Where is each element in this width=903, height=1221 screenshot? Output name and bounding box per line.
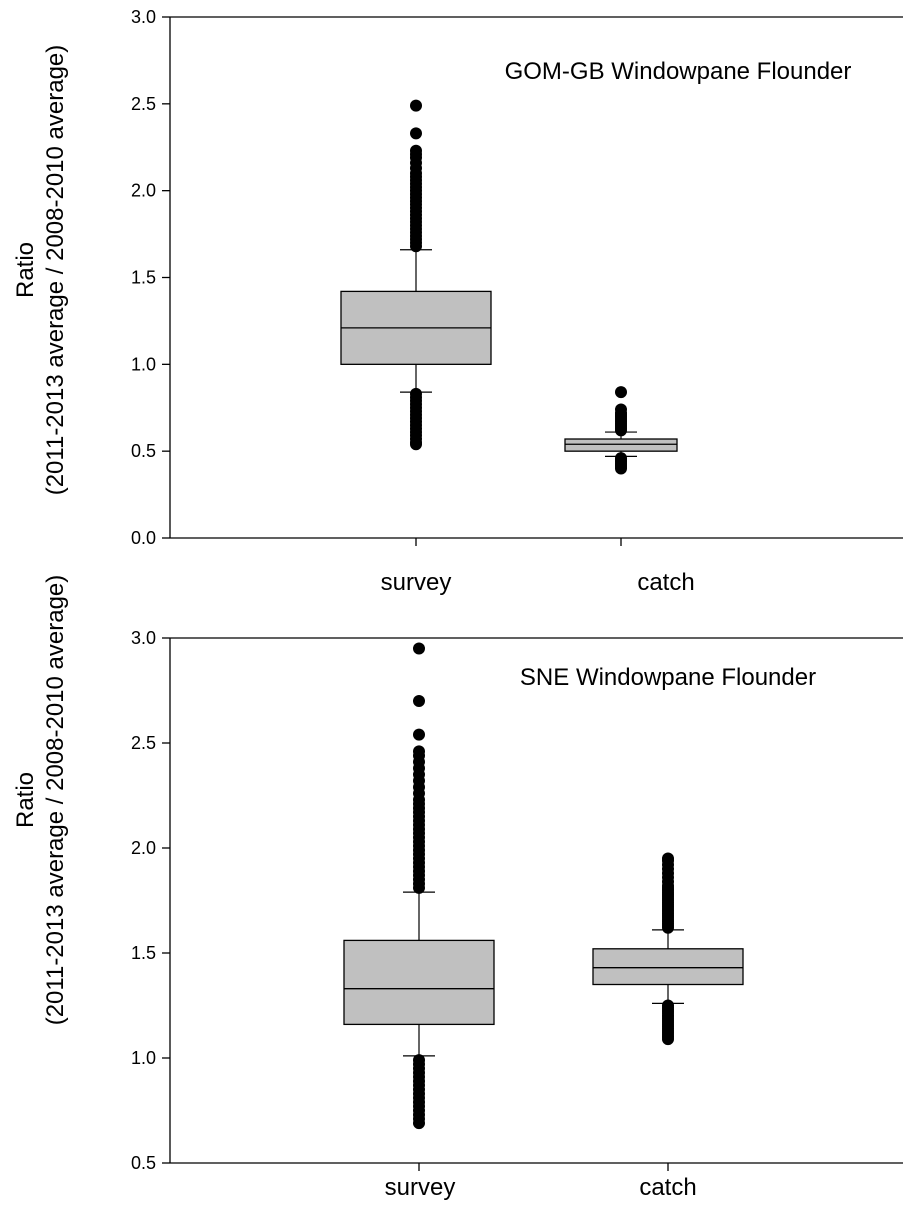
y-tick-label: 2.5 (131, 733, 156, 753)
outlier-point (410, 127, 422, 140)
box-catch (564, 386, 678, 475)
y-axis-label-line2: (2011-2013 average / 2008-2010 average) (42, 45, 69, 496)
outlier-point (413, 642, 425, 655)
outlier-point (413, 1054, 425, 1067)
y-tick-label: 1.5 (131, 943, 156, 963)
outlier-point (662, 852, 674, 865)
plot-area: 0.0 0.5 1.0 1.5 2.0 2.5 3.0 (131, 7, 903, 548)
outlier-point (413, 728, 425, 741)
y-tick-label: 3.0 (131, 628, 156, 648)
y-axis-label-line1: Ratio (12, 242, 39, 298)
x-tick-label-catch: catch (639, 1174, 696, 1201)
panel-gom-gb: GOM-GB Windowpane Flounder Ratio (2011-2… (12, 7, 903, 596)
x-tick-label-survey: survey (381, 569, 452, 596)
y-axis-label-line1: Ratio (12, 772, 39, 828)
outlier-point (662, 999, 674, 1012)
box-body (343, 939, 495, 1026)
chart-title: GOM-GB Windowpane Flounder (505, 58, 852, 85)
y-tick-label: 0.5 (131, 441, 156, 461)
y-tick-label: 1.0 (131, 354, 156, 374)
outlier-point (410, 99, 422, 112)
y-tick-label: 0.0 (131, 528, 156, 548)
outlier-point (410, 144, 422, 157)
y-tick-label: 2.0 (131, 181, 156, 201)
outlier-point (615, 452, 627, 465)
y-tick-label: 2.5 (131, 94, 156, 114)
y-tick-label: 1.5 (131, 268, 156, 288)
plot-area: 0.5 1.0 1.5 2.0 2.5 3.0 (131, 628, 903, 1173)
y-tick-label: 3.0 (131, 7, 156, 27)
box-body (592, 948, 744, 986)
box-survey (343, 642, 495, 1130)
y-tick-label: 2.0 (131, 838, 156, 858)
box-catch (592, 852, 744, 1046)
outlier-point (615, 386, 627, 399)
chart-title: SNE Windowpane Flounder (520, 664, 816, 691)
box-body (564, 438, 678, 452)
x-tick-label-catch: catch (637, 569, 694, 596)
outlier-point (410, 387, 422, 400)
box-survey (340, 99, 492, 451)
y-axis-label-line2: (2011-2013 average / 2008-2010 average) (42, 575, 69, 1026)
panel-sne: SNE Windowpane Flounder Ratio (2011-2013… (12, 575, 903, 1201)
outlier-point (413, 695, 425, 707)
outlier-point (413, 745, 425, 758)
y-tick-label: 1.0 (131, 1048, 156, 1068)
x-tick-label-survey: survey (385, 1174, 456, 1201)
outlier-point (615, 403, 627, 416)
y-tick-label: 0.5 (131, 1153, 156, 1173)
